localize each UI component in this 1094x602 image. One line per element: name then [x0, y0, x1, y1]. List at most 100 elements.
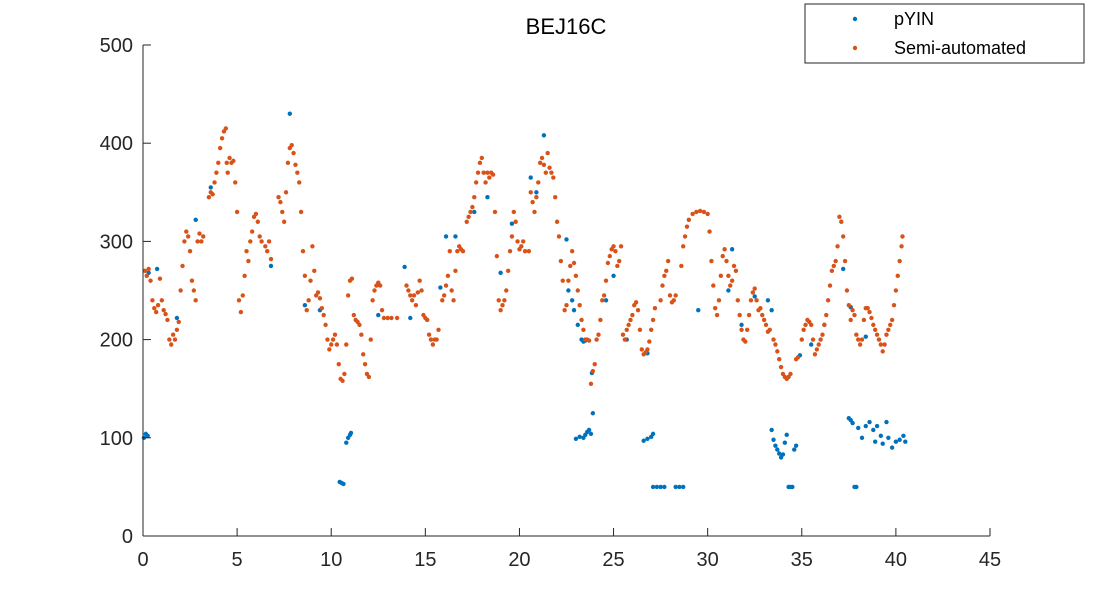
data-point-pyin [590, 411, 596, 416]
data-point-semi-automated [827, 283, 833, 288]
data-point-pyin [641, 438, 646, 443]
data-point-semi-automated [739, 327, 744, 332]
data-point-semi-automated [302, 273, 308, 278]
data-point-semi-automated [748, 298, 754, 303]
data-point-semi-automated [155, 303, 161, 308]
data-point-semi-automated [466, 214, 471, 220]
data-point-pyin [498, 270, 503, 276]
x-tick-label: 0 [137, 549, 148, 571]
data-point-semi-automated [233, 180, 238, 185]
data-point-pyin [344, 440, 349, 445]
data-point-pyin [771, 437, 776, 442]
data-point-semi-automated [626, 322, 631, 328]
data-point-semi-automated [778, 364, 784, 370]
data-point-semi-automated [735, 298, 740, 303]
data-point-semi-automated [161, 307, 166, 313]
data-point-semi-automated [667, 293, 673, 298]
data-point-semi-automated [697, 208, 703, 214]
data-point-semi-automated [639, 347, 644, 352]
data-point-pyin [341, 481, 346, 487]
data-point-pyin [792, 447, 797, 452]
data-point-semi-automated [771, 337, 776, 342]
data-point-semi-automated [645, 347, 650, 352]
data-point-semi-automated [622, 337, 628, 342]
data-point-semi-automated [342, 371, 347, 377]
data-point-semi-automated [545, 150, 550, 156]
data-point-semi-automated [317, 296, 323, 301]
series-semi-automated [142, 126, 905, 386]
data-point-semi-automated [588, 381, 594, 386]
data-point-semi-automated [142, 268, 148, 274]
data-point-semi-automated [899, 244, 904, 249]
data-point-semi-automated [876, 337, 882, 342]
data-point-semi-automated [300, 249, 306, 254]
data-point-pyin [645, 436, 650, 441]
data-point-semi-automated [854, 332, 859, 337]
data-point-pyin [268, 263, 274, 269]
data-point-semi-automated [848, 317, 853, 323]
data-point-semi-automated [199, 239, 204, 244]
data-point-semi-automated [694, 209, 699, 215]
data-point-semi-automated [539, 155, 545, 161]
data-point-semi-automated [886, 327, 891, 332]
data-point-pyin [784, 432, 789, 438]
data-point-semi-automated [507, 249, 513, 254]
data-point-semi-automated [278, 199, 283, 205]
data-point-semi-automated [464, 219, 469, 224]
y-ticks: 0 100 200 300 400 500 [100, 35, 151, 548]
data-point-semi-automated [385, 315, 390, 321]
data-point-semi-automated [758, 305, 763, 311]
data-point-semi-automated [635, 307, 641, 313]
data-point-semi-automated [564, 303, 569, 308]
data-point-semi-automated [483, 180, 488, 185]
data-point-semi-automated [460, 249, 466, 254]
data-point-semi-automated [304, 307, 309, 313]
data-point-semi-automated [664, 268, 669, 274]
data-point-semi-automated [159, 298, 165, 303]
data-point-semi-automated [528, 190, 533, 195]
data-point-pyin [793, 443, 799, 448]
data-point-semi-automated [325, 337, 330, 342]
data-point-semi-automated [323, 322, 328, 328]
data-point-semi-automated [201, 234, 206, 239]
data-point-semi-automated [554, 219, 560, 224]
data-point-semi-automated [620, 332, 626, 337]
data-point-pyin [528, 175, 533, 180]
data-point-semi-automated [345, 293, 351, 298]
data-point-semi-automated [366, 374, 372, 380]
data-point-semi-automated [618, 244, 624, 249]
data-point-semi-automated [844, 288, 850, 293]
data-point-pyin [886, 435, 891, 440]
data-point-semi-automated [686, 217, 692, 222]
data-point-semi-automated [600, 298, 605, 303]
data-point-semi-automated [878, 342, 884, 347]
data-point-semi-automated [558, 258, 564, 264]
data-point-semi-automated [475, 170, 481, 175]
data-point-semi-automated [152, 305, 157, 311]
data-point-semi-automated [829, 268, 835, 274]
data-point-semi-automated [662, 273, 667, 278]
data-point-semi-automated [743, 339, 748, 344]
data-point-semi-automated [449, 288, 454, 293]
data-point-semi-automated [285, 160, 291, 166]
data-point-semi-automated [705, 211, 710, 217]
data-point-semi-automated [268, 256, 274, 262]
x-tick-label: 25 [602, 549, 624, 571]
data-point-semi-automated [297, 180, 302, 185]
data-point-semi-automated [801, 327, 806, 332]
data-point-semi-automated [419, 288, 424, 293]
data-point-semi-automated [455, 249, 460, 254]
data-point-semi-automated [714, 312, 720, 318]
data-point-pyin [775, 447, 780, 452]
data-point-semi-automated [321, 312, 326, 318]
data-point-pyin [509, 221, 515, 226]
data-point-semi-automated [842, 258, 848, 264]
data-point-semi-automated [153, 309, 159, 315]
data-point-semi-automated [803, 322, 808, 328]
data-point-semi-automated [404, 283, 409, 288]
data-point-semi-automated [426, 332, 432, 337]
data-point-semi-automated [537, 160, 543, 166]
data-point-semi-automated [865, 305, 870, 311]
data-point-pyin [878, 433, 884, 439]
